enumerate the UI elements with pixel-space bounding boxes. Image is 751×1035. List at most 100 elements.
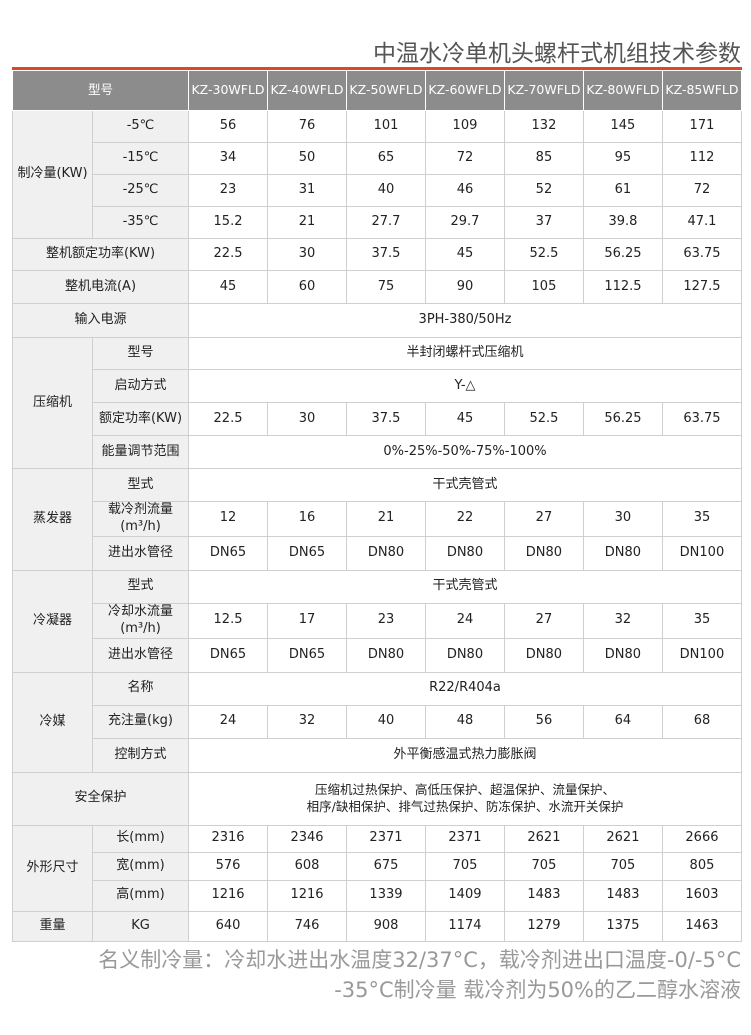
value-cell: 52.5 (503, 238, 584, 271)
value-cell: 23 (345, 602, 426, 639)
value-cell: DN80 (503, 535, 584, 571)
value-cell: 56 (188, 110, 268, 143)
row-label: 充注量(kg) (91, 704, 190, 739)
header-model: KZ-85WFLD (661, 70, 743, 111)
table-row: 启动方式 Y-△ (13, 369, 742, 403)
value-cell: 127.5 (661, 270, 743, 304)
value-cell: 109 (424, 110, 505, 143)
value-cell: 22.5 (188, 238, 268, 271)
value-cell: 65 (345, 142, 426, 175)
value-cell: 22.5 (188, 402, 268, 436)
value-cell: 30 (267, 238, 347, 271)
table-row: 整机额定功率(KW) 22.5 30 37.5 45 52.5 56.25 63.75 (11, 238, 743, 271)
row-label: 宽(mm) (91, 851, 190, 881)
header-model: KZ-30WFLD (188, 70, 268, 111)
row-label: -35℃ (91, 206, 190, 239)
value-cell: 112.5 (582, 270, 663, 304)
value-cell: 1483 (503, 879, 584, 912)
value-cell: 37.5 (345, 238, 426, 271)
value-cell: 1216 (188, 879, 268, 912)
value-cell: 1603 (661, 879, 743, 912)
group-label: 冷凝器 (12, 569, 93, 673)
value-cell: 52.5 (503, 402, 584, 436)
table-row: 安全保护 压缩机过热保护、高低压保护、超温保护、流量保护、 相序/缺相保护、排气过热… (11, 771, 742, 826)
value-cell: 75 (345, 270, 426, 304)
span-value-cell: 压缩机过热保护、高低压保护、超温保护、流量保护、 相序/缺相保护、排气过热保护、防… (188, 771, 742, 826)
value-cell: 27 (503, 602, 584, 639)
value-cell: 2371 (424, 824, 505, 853)
value-cell: 37 (503, 206, 584, 239)
value-cell: 1409 (424, 879, 505, 912)
table-row: 外形尺寸 长(mm) 2316 2346 2371 2371 2621 2621 2666 (12, 824, 743, 912)
header-model: KZ-60WFLD (424, 70, 505, 111)
value-cell: 61 (582, 174, 663, 207)
value-cell: 675 (345, 851, 426, 881)
value-cell: 101 (345, 110, 426, 143)
table-row: -15℃ 34 50 65 72 85 95 112 (13, 142, 743, 175)
value-cell: 908 (345, 910, 426, 942)
value-cell: 805 (661, 851, 743, 881)
row-label: -15℃ (91, 142, 190, 175)
value-cell: DN80 (582, 535, 663, 571)
value-cell: 705 (424, 851, 505, 881)
value-cell: 35 (661, 501, 743, 537)
value-cell: DN65 (267, 637, 347, 673)
value-cell: 21 (345, 501, 426, 537)
value-cell: 24 (424, 602, 505, 639)
table-row: 载冷剂流量(m³/h) 12 16 21 22 27 30 35 (13, 501, 743, 537)
value-cell: 50 (267, 142, 347, 175)
row-label: 进出水管径 (91, 637, 190, 673)
header-model: KZ-40WFLD (267, 70, 347, 111)
value-cell: 85 (503, 142, 584, 175)
row-label: 高(mm) (91, 879, 190, 912)
row-label: 额定功率(KW) (91, 402, 190, 436)
value-cell: 1339 (345, 879, 426, 912)
value-cell: 1279 (503, 910, 584, 942)
value-cell: 47.1 (661, 206, 743, 239)
row-label: KG (91, 910, 190, 942)
table-row: 额定功率(KW) 22.5 30 37.5 45 52.5 56.25 63.75 (13, 402, 743, 436)
group-label: 压缩机 (12, 337, 93, 469)
value-cell: 29.7 (424, 206, 505, 239)
table-row: 冷凝器 型式 干式壳管式 (12, 569, 742, 673)
table-row: 宽(mm) 576 608 675 705 705 705 805 (13, 851, 743, 881)
value-cell: 45 (188, 270, 268, 304)
row-label: 进出水管径 (91, 535, 190, 571)
group-label: 外形尺寸 (12, 824, 93, 912)
value-cell: 56.25 (582, 238, 663, 271)
row-label: 能量调节范围 (91, 435, 190, 469)
value-cell: DN100 (661, 535, 743, 571)
table-row: 进出水管径 DN65 DN65 DN80 DN80 DN80 DN80 DN100 (13, 535, 743, 571)
value-cell: 2316 (188, 824, 268, 853)
row-label: -5℃ (91, 110, 190, 143)
row-label: 名称 (91, 671, 190, 706)
table-row: 制冷量(KW) -5℃ 56 76 101 109 132 145 171 (12, 110, 743, 239)
value-cell: 2621 (503, 824, 584, 853)
value-cell: DN80 (424, 637, 505, 673)
span-value-cell: 干式壳管式 (188, 569, 742, 604)
table-row: 输入电源 3PH-380/50Hz (11, 303, 742, 338)
value-cell: 52 (503, 174, 584, 207)
span-value-cell: 半封闭螺杆式压缩机 (188, 337, 742, 370)
value-cell: 30 (582, 501, 663, 537)
value-cell: 1463 (661, 910, 743, 942)
table-row: -25℃ 23 31 40 46 52 61 72 (13, 174, 743, 207)
header-model-label: 型号 (11, 70, 190, 111)
table-row: 冷媒 名称 R22/R404a (12, 671, 742, 773)
value-cell: 1483 (582, 879, 663, 912)
page-title: 中温水冷单机头螺杆式机组技术参数 (373, 41, 741, 67)
span-value-cell: 3PH-380/50Hz (188, 303, 742, 338)
value-cell: 90 (424, 270, 505, 304)
table-row: 压缩机 型号 半封闭螺杆式压缩机 (12, 337, 742, 469)
group-label: 蒸发器 (12, 468, 93, 571)
value-cell: 24 (188, 704, 268, 739)
value-cell: 34 (188, 142, 268, 175)
table-row: 能量调节范围 0%-25%-50%-75%-100% (13, 435, 742, 469)
row-label: 型式 (91, 569, 190, 604)
value-cell: 40 (345, 174, 426, 207)
row-label: -25℃ (91, 174, 190, 207)
span-value-line: 相序/缺相保护、排气过热保护、防冻保护、水流开关保护 (306, 798, 624, 814)
table-row: 充注量(kg) 24 32 40 48 56 64 68 (13, 704, 743, 739)
value-cell: 15.2 (188, 206, 268, 239)
span-value-line: 压缩机过热保护、高低压保护、超温保护、流量保护、 (315, 782, 616, 798)
